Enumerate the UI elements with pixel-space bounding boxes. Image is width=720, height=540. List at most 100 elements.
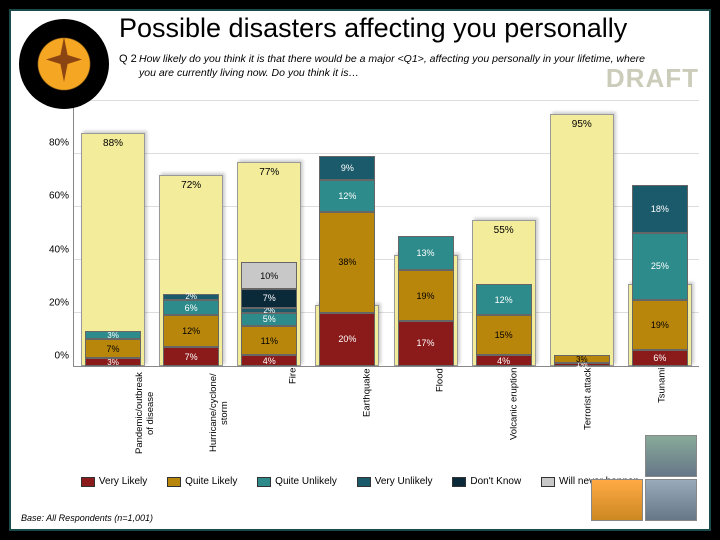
bar-group: 88% 3% 7% 3% [85,101,141,366]
bar-segment: 15% [476,315,532,355]
y-tick-label: 60% [49,191,69,202]
thumbnail-image [645,435,697,477]
page-title: Possible disasters affecting you persona… [119,13,627,44]
category-label: Earthquake [339,366,395,458]
legend-label: Very Unlikely [375,476,433,487]
thumbnail-image [591,479,643,521]
legend-item: Quite Likely [167,476,237,487]
category-label: Hurricane/cyclone/ storm [191,366,247,458]
bar-segment: 3% [554,355,610,363]
category-label: Terrorist attack [560,366,616,458]
segment-label: 3% [576,355,588,364]
bar-segment: 12% [319,180,375,212]
category-label: Volcanic eruption [486,366,542,458]
original-bar-label: 55% [473,225,535,236]
bar-segment: 20% [319,313,375,366]
bar-group: 23%20%38%12%9% [319,101,375,366]
legend-label: Don't Know [470,476,521,487]
category-labels: Pandemic/outbreak of diseaseHurricane/cy… [108,366,699,466]
segment-label: 38% [338,257,356,267]
legend-swatch [541,477,555,487]
bar-segment: 7% [163,347,219,366]
segment-label: 10% [260,271,278,281]
bar-segment: 4% [241,355,297,366]
bar-stack: 4%11%5%2%7%10% [241,262,297,366]
bar-stack: 20% 38% 12% 9% [319,156,375,366]
segment-label: 6% [653,353,666,363]
category-label: Flood [412,366,468,458]
original-bar-label: 88% [82,138,144,149]
bar-segment: 2% [163,294,219,299]
segment-label: 9% [341,163,354,173]
bar-segment: 9% [319,156,375,180]
bar-stack: 3% 7% 3% [85,331,141,366]
legend-label: Quite Likely [185,476,237,487]
bar-segment: 19% [398,270,454,321]
segment-label: 19% [651,320,669,330]
legend-label: Very Likely [99,476,147,487]
segment-label: 19% [417,291,435,301]
bar-segment: 3% [85,331,141,339]
segment-label: 25% [651,261,669,271]
bar-segment: 13% [398,236,454,271]
y-tick-label: 0% [55,351,69,362]
original-bar-label: 72% [160,180,222,191]
logo-badge [19,19,109,109]
bar-segment: 10% [241,262,297,289]
segment-label: 3% [107,358,119,367]
legend-item: Don't Know [452,476,521,487]
bar-segment: 3% [85,358,141,366]
bar-segment: 5% [241,313,297,326]
segment-label: 2% [185,292,197,301]
bar-segment: 17% [398,321,454,366]
bar-segment: 12% [163,315,219,347]
bar-container: 88%3%7%3%72%7%12%6%2%77%4%11%5%2%7%10%23… [74,101,699,366]
legend-swatch [257,477,271,487]
bar-segment: 7% [85,339,141,358]
original-bar: 95% [550,114,614,366]
bar-segment: 4% [476,355,532,366]
segment-label: 15% [495,330,513,340]
bar-segment: 19% [632,300,688,351]
bar-segment: 6% [163,300,219,316]
legend-swatch [452,477,466,487]
base-note: Base: All Respondents (n=1,001) [21,513,153,523]
segment-label: 12% [338,191,356,201]
bar-group: 95%1%3% [554,101,610,366]
stacked-bar-chart: 0%20%40%60%80%100% 88%3%7%3%72%7%12%6%2%… [39,101,699,391]
thumbnail-image [645,479,697,521]
segment-label: 4% [497,356,510,366]
bar-segment: 6% [632,350,688,366]
legend-item: Quite Unlikely [257,476,337,487]
bar-stack: 7% 12% 6% 2% [163,294,219,366]
segment-label: 7% [107,344,120,354]
bar-stack: 17% 19% 13% [398,236,454,366]
original-bar-label: 95% [551,119,613,130]
legend-item: Very Likely [81,476,147,487]
bar-segment: 18% [632,185,688,233]
segment-label: 7% [185,352,198,362]
segment-label: 13% [417,248,435,258]
segment-label: 5% [263,314,276,324]
bar-segment: 7% [241,289,297,308]
bar-segment: 2% [241,308,297,313]
segment-label: 17% [417,338,435,348]
legend-swatch [81,477,95,487]
y-tick-label: 20% [49,297,69,308]
y-tick-label: 80% [49,138,69,149]
legend-swatch [357,477,371,487]
bar-group: 72% 7% 12% 6% 2% [163,101,219,366]
draft-watermark: DRAFT [606,63,699,94]
question-number: Q 2 [119,53,137,65]
segment-label: 4% [263,356,276,366]
question-text: How likely do you think it is that there… [139,53,649,80]
plot-area: 88%3%7%3%72%7%12%6%2%77%4%11%5%2%7%10%23… [73,101,699,367]
segment-label: 6% [185,303,198,313]
segment-label: 7% [263,293,276,303]
bar-stack: 6% 19% 25% 18% [632,185,688,366]
bar-segment: 38% [319,212,375,313]
original-bar-label: 77% [238,167,300,178]
bar-group: 55%4%15%12% [476,101,532,366]
bar-group: 42%17%19%13% [398,101,454,366]
legend-label: Quite Unlikely [275,476,337,487]
